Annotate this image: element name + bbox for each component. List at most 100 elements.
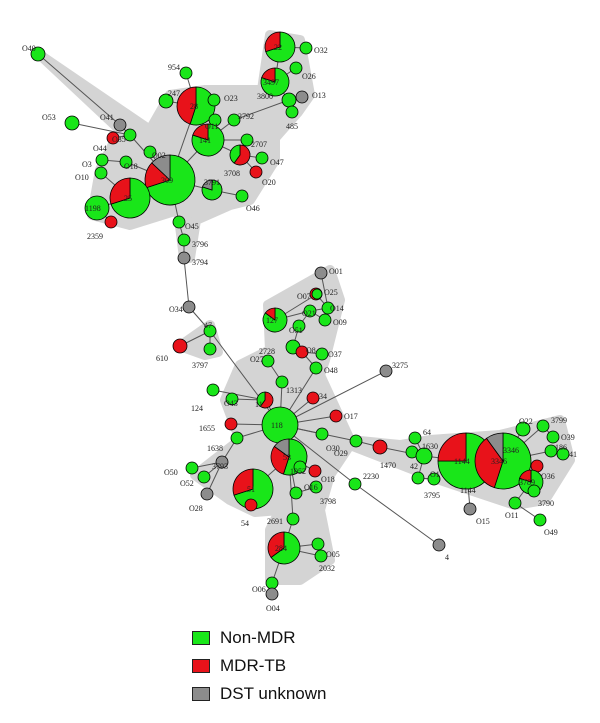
node-label: O39 [561,433,575,442]
node-label: 11 [255,400,263,409]
node-label: 3794 [192,258,208,267]
node-circle [203,324,217,338]
node-circle [318,313,332,327]
node-label: O05 [326,550,340,559]
node-circle [527,484,541,498]
node-circle [348,477,362,491]
node-label: 247 [168,89,180,98]
node-circle [185,461,199,475]
node-slice [474,437,504,489]
node-circle [321,301,335,315]
node-label: 1638 [207,444,223,453]
node-circle [177,251,191,265]
network-diagram: O40 O53 O41 O44 O35 O3 O18 O10 O02 954 247 28 O23 22 O… [22,30,577,613]
node-label: 3789 [519,478,535,487]
node-label: 610 [156,354,168,363]
node-slice [233,468,274,510]
node-label: 141 [199,136,211,145]
node-circle [255,151,269,165]
node-slice [151,154,171,181]
node-label: 41 [569,450,577,459]
node-circle [123,128,137,142]
node-label: O47 [270,158,284,167]
node-label: 3799 [551,416,567,425]
node-circle [315,427,329,441]
node-circle [249,165,263,179]
node-circle [265,576,279,590]
node-label: O04 [266,604,280,613]
node-label: 2728 [259,347,275,356]
node-label: 1144 [454,457,470,466]
node-label: 2230 [363,472,379,481]
node-circle [311,537,325,551]
node-label: 1470 [380,461,396,470]
edge [279,370,387,426]
non-mdr-swatch [192,631,210,645]
node-circle [265,587,279,601]
node-circle [261,354,275,368]
node-label: 2359 [87,232,103,241]
node-circle [309,480,323,494]
node-label: O18 [124,162,138,171]
node-label: 2707 [251,140,267,149]
node-label: O37 [328,350,342,359]
node-label: 22 [274,43,282,52]
node-circle [508,496,522,510]
node-circle [224,417,238,431]
node-circle [372,439,388,455]
node-slice [267,531,285,558]
node-label: 118 [271,421,283,430]
legend-label: MDR-TB [220,656,287,675]
node-label: O30 [326,444,340,453]
edge [354,483,440,546]
node-slice [233,144,251,166]
node-label: O23 [224,94,238,103]
node-label: 3797 [192,361,208,370]
node-circle [197,470,211,484]
node-label: O10 [75,173,89,182]
node-circle [143,145,157,159]
node-circle [299,41,313,55]
edge [37,53,121,126]
node-label: O49 [544,528,558,537]
node-label: 34 [319,392,327,401]
node-label: O40 [22,44,36,53]
node-circle [311,288,323,300]
node-circle [295,90,309,104]
node-circle [172,338,188,354]
node-label: 3798 [320,497,336,506]
node-slice [109,177,131,205]
node-label: O46 [246,204,260,213]
node-circle [240,133,254,147]
node-label: 51 [247,485,255,494]
node-label: O15 [476,517,490,526]
cluster-halo [190,265,575,585]
node-circle [285,105,299,119]
node-circle [315,347,329,361]
node-label: 3800 [257,92,273,101]
node-slice [261,67,276,83]
node-label: 186 [555,443,567,452]
node-label: 3708 [224,169,240,178]
node-label: O16 [304,483,318,492]
node-circle [225,392,239,406]
node-slice [145,154,196,206]
node-circle [515,421,531,437]
node-label: O11 [505,511,518,520]
network-nodes [30,31,570,601]
node-circle [314,549,328,563]
node-slice [110,177,151,219]
node-label: O8 [306,346,316,355]
node-label: 1655 [199,424,215,433]
node-label: O20 [262,178,276,187]
node-circle [158,93,174,109]
node-circle [289,61,303,75]
node-label: O07 [297,292,311,301]
node-label: O48 [324,366,338,375]
node-slice [229,144,241,164]
node-label: O09 [333,318,347,327]
node-label: 3796 [192,240,208,249]
node-circle [119,155,133,169]
node-label: 954 [168,63,180,72]
node-circle [207,93,221,107]
